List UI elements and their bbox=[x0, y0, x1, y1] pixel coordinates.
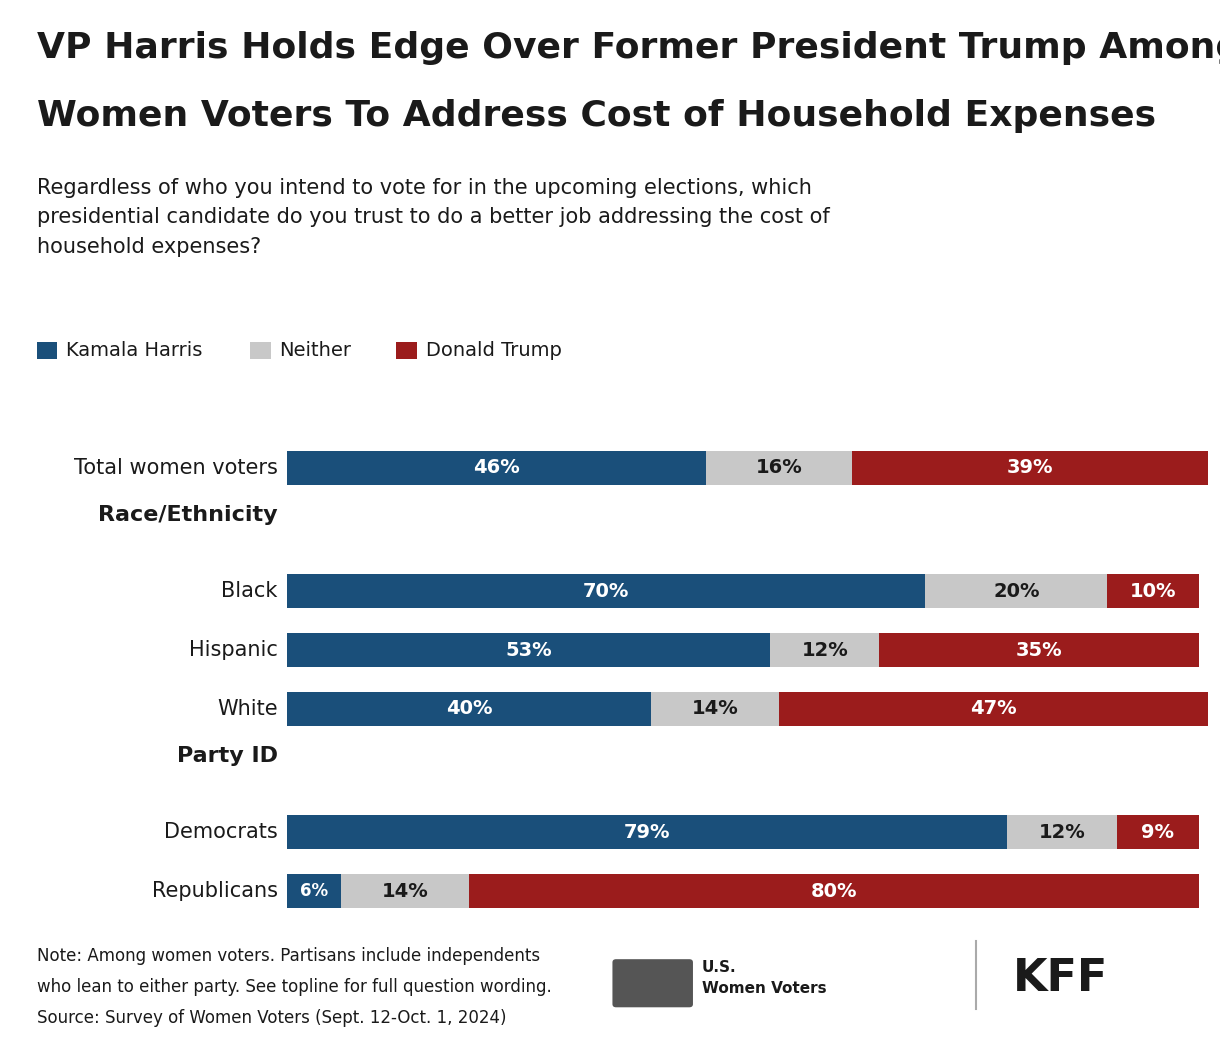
Bar bbox=[780, 691, 1208, 726]
Bar bbox=[651, 691, 780, 726]
Text: 35%: 35% bbox=[1016, 640, 1063, 660]
Text: Donald Trump: Donald Trump bbox=[426, 341, 561, 360]
Text: 40%: 40% bbox=[445, 700, 493, 719]
Bar bbox=[342, 874, 470, 908]
Bar bbox=[470, 874, 1199, 908]
Text: Race/Ethnicity: Race/Ethnicity bbox=[98, 505, 278, 525]
Text: Hispanic: Hispanic bbox=[189, 640, 278, 660]
Text: White: White bbox=[217, 699, 278, 719]
Bar bbox=[1108, 574, 1199, 609]
Text: Kamala Harris: Kamala Harris bbox=[66, 341, 203, 360]
Text: 16%: 16% bbox=[756, 458, 803, 477]
Bar bbox=[287, 815, 1008, 849]
Text: Regardless of who you intend to vote for in the upcoming elections, which
presid: Regardless of who you intend to vote for… bbox=[37, 178, 830, 257]
Bar bbox=[880, 633, 1199, 667]
Text: 9%: 9% bbox=[1141, 823, 1174, 842]
Text: Total women voters: Total women voters bbox=[73, 458, 278, 478]
Text: 79%: 79% bbox=[623, 823, 670, 842]
Text: 53%: 53% bbox=[505, 640, 551, 660]
Bar bbox=[1008, 815, 1116, 849]
Text: U.S.
Women Voters: U.S. Women Voters bbox=[702, 960, 826, 996]
Text: Black: Black bbox=[221, 582, 278, 601]
Bar bbox=[287, 633, 770, 667]
Text: Women Voters To Address Cost of Household Expenses: Women Voters To Address Cost of Househol… bbox=[37, 99, 1155, 134]
Bar bbox=[706, 451, 852, 485]
Text: 12%: 12% bbox=[802, 640, 848, 660]
Text: Neither: Neither bbox=[279, 341, 351, 360]
Text: who lean to either party. See topline for full question wording.: who lean to either party. See topline fo… bbox=[37, 978, 551, 996]
Text: KFF: KFF bbox=[1013, 956, 1108, 1000]
Text: 14%: 14% bbox=[382, 882, 428, 901]
Bar bbox=[925, 574, 1108, 609]
Bar bbox=[1116, 815, 1199, 849]
Bar bbox=[770, 633, 880, 667]
Bar bbox=[287, 574, 925, 609]
Text: Party ID: Party ID bbox=[177, 746, 278, 766]
Text: Note: Among women voters. Partisans include independents: Note: Among women voters. Partisans incl… bbox=[37, 947, 539, 964]
Text: VP Harris Holds Edge Over Former President Trump Among: VP Harris Holds Edge Over Former Preside… bbox=[37, 31, 1220, 66]
Bar bbox=[852, 451, 1208, 485]
Text: 12%: 12% bbox=[1038, 823, 1086, 842]
Text: 10%: 10% bbox=[1130, 582, 1176, 600]
Text: Democrats: Democrats bbox=[163, 822, 278, 842]
Text: 6%: 6% bbox=[300, 882, 328, 901]
Text: 80%: 80% bbox=[810, 882, 858, 901]
Text: 14%: 14% bbox=[692, 700, 738, 719]
Bar bbox=[287, 451, 706, 485]
Text: 39%: 39% bbox=[1006, 458, 1053, 477]
Text: 70%: 70% bbox=[583, 582, 630, 600]
Text: 20%: 20% bbox=[993, 582, 1039, 600]
Text: 46%: 46% bbox=[473, 458, 520, 477]
Text: Source: Survey of Women Voters (Sept. 12-Oct. 1, 2024): Source: Survey of Women Voters (Sept. 12… bbox=[37, 1009, 506, 1027]
Bar bbox=[287, 691, 651, 726]
Text: Republicans: Republicans bbox=[151, 881, 278, 901]
Text: 47%: 47% bbox=[970, 700, 1016, 719]
Bar bbox=[287, 874, 342, 908]
